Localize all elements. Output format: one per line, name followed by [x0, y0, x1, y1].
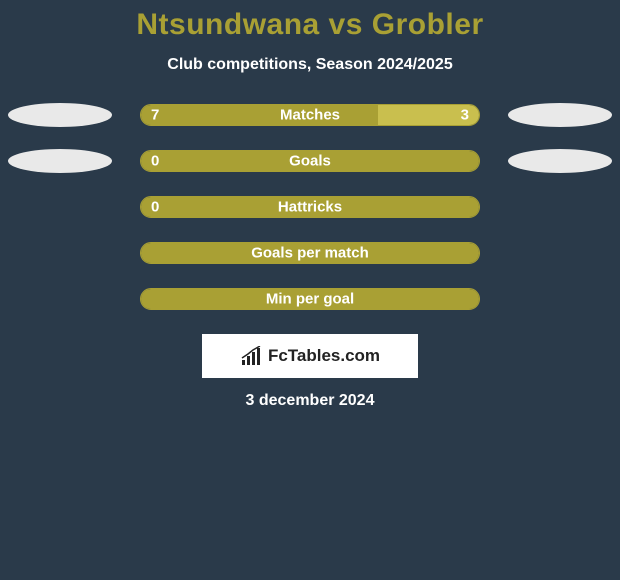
logo-text: FcTables.com — [268, 346, 380, 366]
stat-row: Matches 7 3 — [0, 104, 620, 126]
stat-value-left: 0 — [151, 153, 159, 170]
player-left-oval — [8, 103, 112, 127]
player-right-oval — [508, 103, 612, 127]
player-right-oval — [508, 149, 612, 173]
stat-label: Goals per match — [251, 245, 369, 262]
date-text: 3 december 2024 — [0, 392, 620, 410]
stat-value-right: 3 — [461, 107, 469, 124]
stat-label: Hattricks — [278, 199, 342, 216]
stat-row: Goals per match — [0, 242, 620, 264]
stat-bar: Hattricks 0 — [140, 196, 480, 218]
stat-bar: Matches 7 3 — [140, 104, 480, 126]
comparison-container: Ntsundwana vs Grobler Club competitions,… — [0, 0, 620, 410]
logo-box: FcTables.com — [202, 334, 418, 378]
stat-row: Goals 0 — [0, 150, 620, 172]
stat-bar: Goals per match — [140, 242, 480, 264]
player-left-oval — [8, 149, 112, 173]
page-title: Ntsundwana vs Grobler — [0, 8, 620, 42]
chart-icon — [240, 346, 264, 366]
stat-label: Min per goal — [266, 291, 354, 308]
stat-bar: Goals 0 — [140, 150, 480, 172]
stat-bar: Min per goal — [140, 288, 480, 310]
stat-row: Hattricks 0 — [0, 196, 620, 218]
stat-label: Matches — [280, 107, 340, 124]
stat-value-left: 7 — [151, 107, 159, 124]
stat-value-left: 0 — [151, 199, 159, 216]
stat-rows: Matches 7 3 Goals 0 Hattricks 0 Goals per match… — [0, 104, 620, 310]
stat-label: Goals — [289, 153, 331, 170]
stat-row: Min per goal — [0, 288, 620, 310]
subtitle: Club competitions, Season 2024/2025 — [0, 56, 620, 74]
